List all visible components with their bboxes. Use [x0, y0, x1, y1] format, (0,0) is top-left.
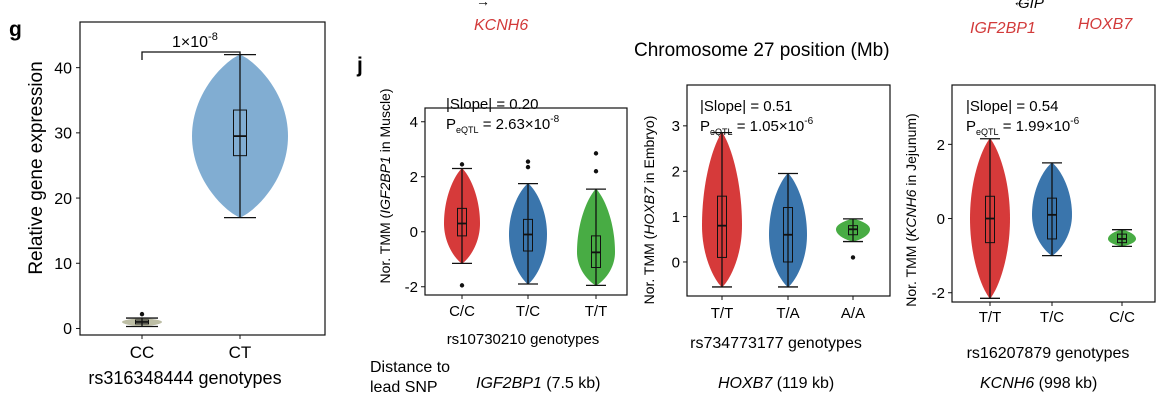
x-category-label: T/C [1040, 309, 1064, 326]
y-tick-label: 0 [672, 254, 680, 271]
y-tick-label: 20 [54, 191, 72, 208]
y-tick-label: 0 [410, 224, 418, 241]
distance-label-line2: lead SNP [370, 379, 438, 396]
x-category-label: T/T [711, 305, 734, 322]
y-tick-label: 3 [672, 118, 680, 135]
outlier-point [593, 169, 599, 174]
distance-igf2bp1: IGF2BP1 (7.5 kb) [476, 375, 601, 392]
x-category-label: T/A [776, 305, 799, 322]
j1-slope: |Slope| = 0.20 [446, 96, 538, 113]
y-tick-label: 2 [937, 137, 945, 154]
outlier-point [525, 164, 531, 170]
x-category-label: C/C [1109, 309, 1135, 326]
iqr-box-j2-0 [717, 195, 727, 258]
chart-j3: -2 0 2 T/T T/C C/C [932, 84, 1156, 326]
j1-ylabel: Nor. TMM (IGF2BP1 in Muscle) [377, 88, 393, 283]
g-xlabel: rs316348444 genotypes [88, 368, 281, 388]
j2-ylabel: Nor. TMM (HOXB7 in Embryo) [641, 116, 657, 305]
x-category-label: CC [130, 343, 155, 362]
y-tick-label: 1 [672, 209, 680, 226]
iqr-box-j2-2 [848, 225, 858, 236]
j3-pvalue: PeQTL = 1.99×10-6 [966, 116, 1080, 137]
panel-label-g: g [9, 18, 22, 41]
x-category-label: C/C [449, 303, 475, 320]
chart-j1: -2 0 2 4 C/C T/C T/T [405, 107, 628, 320]
outlier-point [459, 162, 465, 167]
x-category-label: A/A [841, 305, 865, 322]
g-significance: 1×10-8 [172, 31, 218, 51]
outlier-point [525, 159, 531, 164]
gip-gene-label: GIP [1018, 0, 1044, 12]
j3-ylabel: Nor. TMM (KCNH6 in Jejunum) [903, 113, 919, 306]
j2-slope: |Slope| = 0.51 [700, 98, 792, 115]
y-tick-label: 4 [410, 114, 418, 131]
y-tick-label: 0 [937, 211, 945, 228]
outlier-point [850, 255, 856, 260]
y-tick-label: -2 [405, 279, 418, 296]
j3-xlabel: rs16207879 genotypes [967, 345, 1130, 362]
chart-j3-frame [951, 84, 1156, 303]
chromosome-title: Chromosome 27 position (Mb) [634, 40, 890, 61]
igf2bp1-gene-label: IGF2BP1 [970, 20, 1036, 37]
y-tick-label: 40 [54, 60, 72, 77]
kcnh6-arrow: → [476, 0, 490, 9]
outlier-point [593, 151, 599, 156]
distance-hoxb7: HOXB7 (119 kb) [718, 375, 834, 392]
significance-bracket [141, 51, 241, 60]
x-category-label: T/C [516, 303, 540, 320]
iqr-box-g-1 [233, 109, 247, 157]
kcnh6-gene-label: KCNH6 [474, 17, 528, 34]
x-category-label: T/T [585, 303, 608, 320]
j3-slope: |Slope| = 0.54 [966, 98, 1058, 115]
x-category-label: CT [229, 343, 252, 362]
gip-arrow: ← [1013, 0, 1026, 9]
j1-xlabel: rs10730210 genotypes [447, 331, 600, 348]
y-tick-label: 2 [410, 169, 418, 186]
outlier-point [459, 283, 465, 288]
hoxb7-gene-label: HOXB7 [1078, 16, 1133, 33]
j1-pvalue: PeQTL = 2.63×10-8 [446, 114, 560, 135]
x-category-label: T/T [979, 309, 1002, 326]
iqr-box-j3-1 [1047, 197, 1057, 240]
y-tick-label: 30 [54, 126, 72, 143]
chart-g: 0 10 20 30 40 CC CT [54, 21, 326, 362]
j2-pvalue: PeQTL = 1.05×10-6 [700, 116, 814, 137]
distance-label-line1: Distance to [370, 359, 450, 376]
iqr-box-j1-0 [457, 207, 467, 237]
y-tick-label: 0 [63, 321, 72, 338]
outlier-point [139, 311, 145, 317]
g-ylabel: Relative gene expression [26, 61, 47, 274]
chart-j1-frame [424, 107, 628, 296]
j2-xlabel: rs734773177 genotypes [690, 335, 862, 352]
distance-kcnh6: KCNH6 (998 kb) [980, 375, 1097, 392]
iqr-box-j3-0 [985, 195, 995, 244]
distance-row: Distance to lead SNP IGF2BP1 (7.5 kb) HO… [370, 359, 1097, 396]
y-tick-label: 2 [672, 164, 680, 181]
chart-j2: 0 1 2 3 T/T T/A A/A [672, 84, 891, 322]
y-tick-label: 10 [54, 256, 72, 273]
gene-label-group: → KCNH6 ← GIP IGF2BP1 HOXB7 Chromosome 2… [474, 0, 1133, 61]
panel-label-j: j [356, 54, 363, 77]
y-tick-label: -2 [932, 285, 945, 302]
chart-g-frame [79, 21, 326, 336]
